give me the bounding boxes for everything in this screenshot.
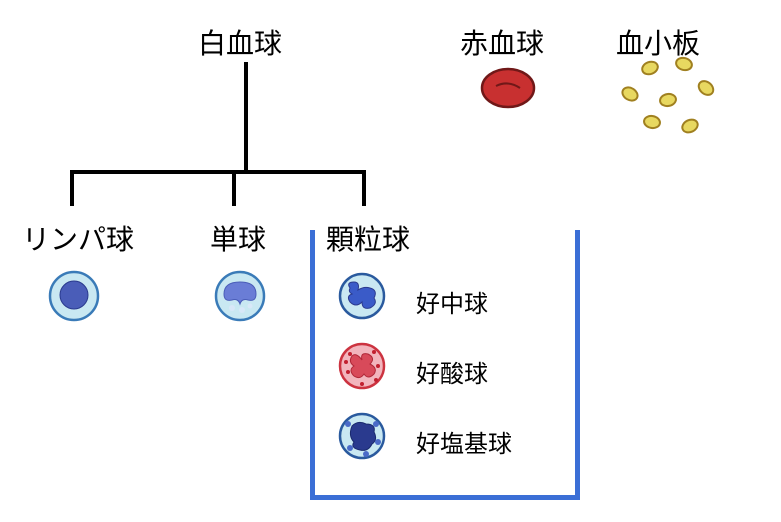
lymphocyte-label: リンパ球 xyxy=(22,218,134,258)
tree-drop-2 xyxy=(232,170,236,206)
monocyte-icon xyxy=(214,270,266,322)
basophil-icon xyxy=(338,412,386,460)
tree-vstem xyxy=(244,62,248,170)
tree-drop-1 xyxy=(70,170,74,206)
neutrophil-icon xyxy=(338,272,386,320)
monocyte-label: 単球 xyxy=(210,218,266,258)
basophil-label: 好塩基球 xyxy=(416,424,512,459)
lymphocyte-icon xyxy=(48,270,100,322)
root-label: 白血球 xyxy=(198,22,282,62)
rbc-icon xyxy=(480,66,536,110)
neutrophil-label: 好中球 xyxy=(416,284,488,319)
eosinophil-icon xyxy=(338,342,386,390)
platelets-icon xyxy=(616,52,726,142)
rbc-label: 赤血球 xyxy=(460,22,544,62)
tree-drop-3 xyxy=(362,170,366,206)
eosinophil-label: 好酸球 xyxy=(416,354,488,389)
tree-hbar xyxy=(70,170,366,174)
